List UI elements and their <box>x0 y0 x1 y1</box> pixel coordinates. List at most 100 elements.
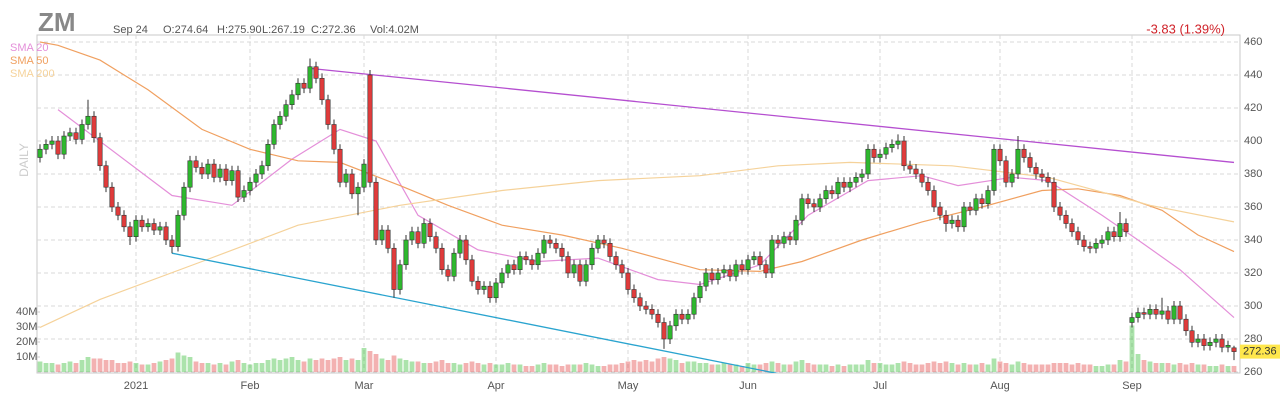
candle-body <box>145 223 151 228</box>
volume-bar <box>1135 354 1141 372</box>
candle-body <box>307 66 313 89</box>
volume-bar <box>271 358 277 372</box>
legend-entry: SMA 200 <box>10 68 55 80</box>
candle-body <box>775 239 781 244</box>
volume-bar <box>859 364 865 372</box>
trend-line <box>171 252 779 373</box>
volume-bar <box>541 363 547 372</box>
candle-body <box>1219 338 1225 348</box>
volume-bar <box>715 364 721 372</box>
volume-bar <box>325 360 331 372</box>
candle-body <box>853 177 859 183</box>
volume-bar <box>475 363 481 372</box>
candle-body <box>901 140 907 167</box>
volume-bar <box>397 358 403 372</box>
volume-bar <box>343 360 349 372</box>
volume-bar <box>1105 364 1111 372</box>
candle-body <box>943 214 949 224</box>
y-tick-label: 280 <box>1244 333 1262 345</box>
candle-body <box>589 247 595 266</box>
volume-bar <box>1039 364 1045 372</box>
candle-body <box>667 325 673 340</box>
volume-bar <box>559 366 565 372</box>
volume-bar <box>331 358 337 372</box>
volume-bar <box>133 363 139 372</box>
volume-bar <box>487 363 493 372</box>
volume-bar <box>103 360 109 372</box>
candle-body <box>211 163 217 178</box>
volume-bar <box>1099 366 1105 372</box>
candle-body <box>961 206 967 228</box>
volume-bar <box>493 364 499 372</box>
candle-body <box>919 173 925 183</box>
volume-bar <box>679 363 685 372</box>
candle-body <box>1093 243 1099 249</box>
candle-body <box>751 256 757 261</box>
candle-body <box>787 236 793 241</box>
volume-bar <box>361 348 367 372</box>
candle-body <box>175 214 181 247</box>
volume-bar <box>937 363 943 372</box>
volume-bar <box>163 360 169 372</box>
volume-bar <box>661 357 667 372</box>
candle-body <box>1141 312 1147 315</box>
candle-body <box>1123 223 1129 233</box>
volume-bar <box>301 361 307 372</box>
volume-bar <box>463 363 469 372</box>
volume-bar <box>925 363 931 372</box>
volume-bar <box>151 363 157 372</box>
price-tag-box <box>1240 344 1280 359</box>
x-tick-label: Feb <box>241 380 260 392</box>
volume-bar <box>667 358 673 372</box>
candle-body <box>757 256 763 266</box>
volume-bar <box>349 358 355 372</box>
volume-bar <box>373 354 379 372</box>
volume-tick-label: 30M <box>16 321 37 333</box>
volume-bar <box>1057 363 1063 372</box>
candle-body <box>967 206 973 211</box>
candle-body <box>295 82 301 96</box>
volume-bar <box>1069 364 1075 372</box>
x-tick-label: Sep <box>1122 380 1142 392</box>
volume-bar <box>757 364 763 372</box>
candle-body <box>517 256 523 270</box>
volume-bar <box>229 361 235 372</box>
candle-body <box>409 231 415 241</box>
x-tick-label: Jul <box>873 380 887 392</box>
candle-body <box>649 308 655 315</box>
y-tick-label: 380 <box>1244 168 1262 180</box>
volume-bar <box>37 361 43 372</box>
candle-body <box>223 168 229 181</box>
volume-bar <box>1177 363 1183 372</box>
candle-body <box>313 66 319 79</box>
y-tick-label: 440 <box>1244 69 1262 81</box>
candle-body <box>535 252 541 266</box>
candle-body <box>607 243 613 257</box>
volume-bar <box>433 361 439 372</box>
candle-body <box>571 264 577 274</box>
x-tick-label: Aug <box>990 380 1010 392</box>
volume-bar <box>235 360 241 372</box>
candle-body <box>241 190 247 198</box>
volume-bar <box>895 363 901 372</box>
candle-body <box>301 82 307 89</box>
candle-body <box>415 231 421 244</box>
volume-bar <box>811 364 817 372</box>
volume-bar <box>1195 364 1201 372</box>
candle-body <box>163 226 169 241</box>
candle-body <box>817 198 823 208</box>
volume-bar <box>223 364 229 372</box>
candle-body <box>331 124 337 150</box>
x-tick-label: May <box>618 380 639 392</box>
candle-body <box>685 313 691 320</box>
candle-body <box>133 219 139 237</box>
volume-bar <box>85 357 91 372</box>
volume-bar <box>535 364 541 372</box>
volume-bar <box>913 364 919 372</box>
volume-bar <box>91 358 97 372</box>
volume-bar <box>1027 364 1033 372</box>
header-info: O:274.64 <box>163 24 208 36</box>
volume-bar <box>1111 364 1117 372</box>
candle-body <box>1075 231 1081 241</box>
volume-bar <box>883 364 889 372</box>
